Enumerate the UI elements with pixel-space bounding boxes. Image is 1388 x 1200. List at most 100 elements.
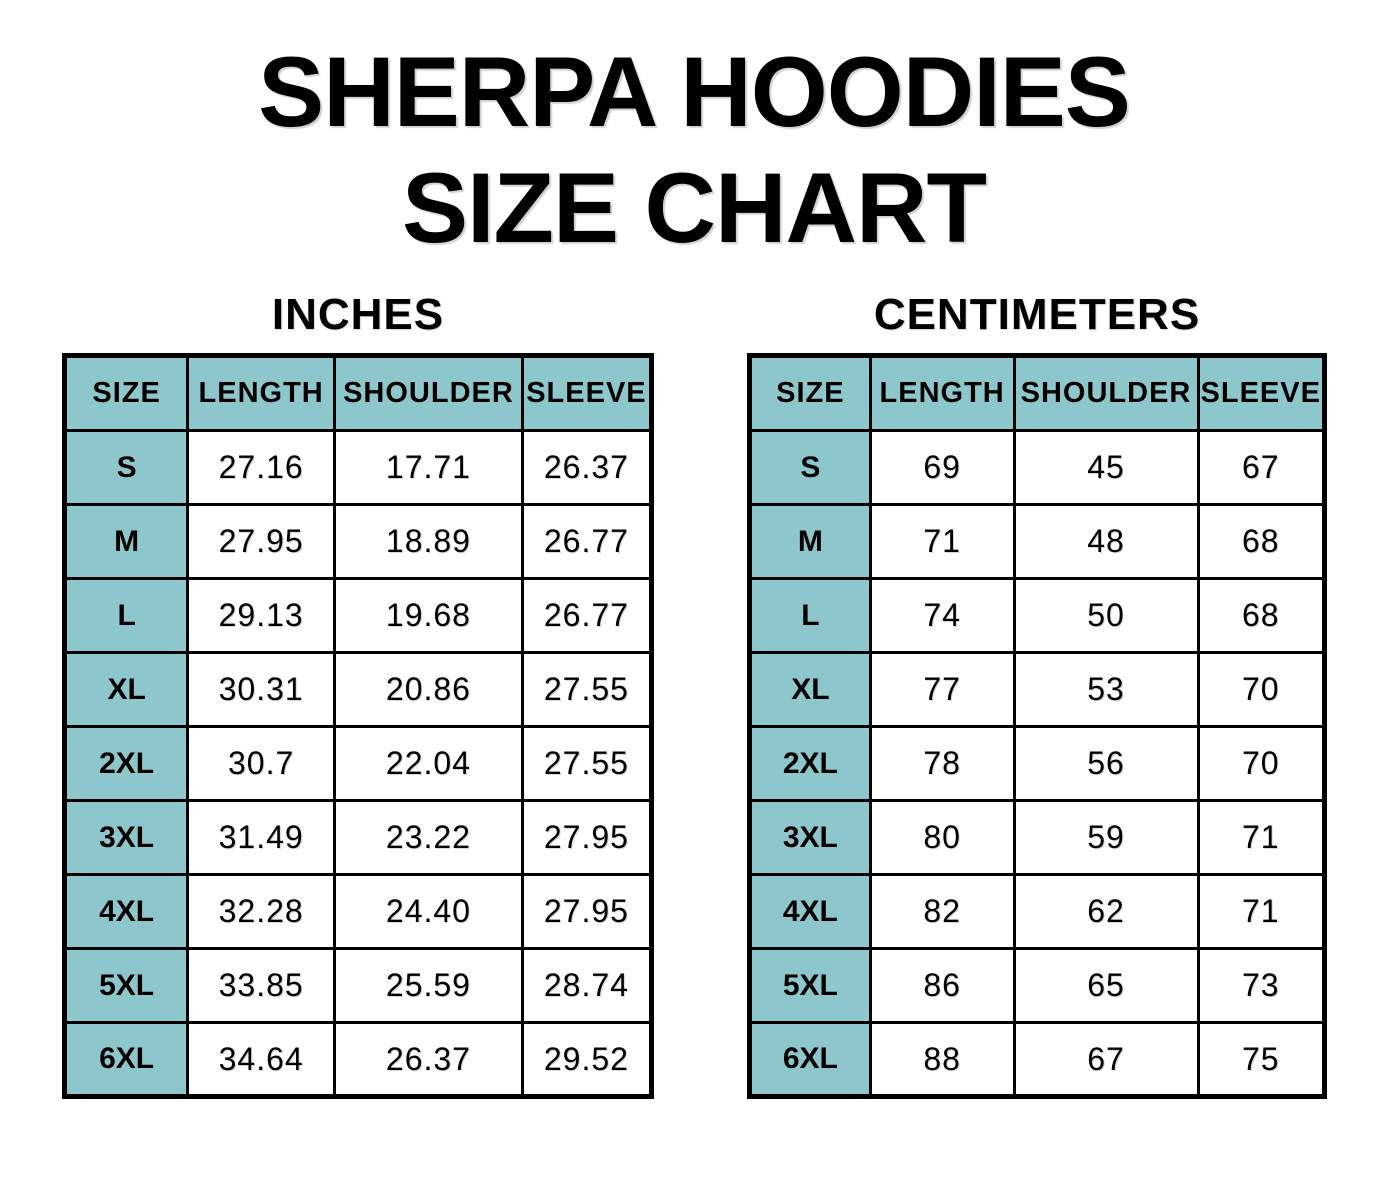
value-cell: 88 xyxy=(868,1021,1016,1098)
column-header-sleeve: SLEEVE xyxy=(520,354,654,432)
header-row: SIZE LENGTH SHOULDER SLEEVE xyxy=(62,354,654,432)
table-row: 6XL 34.64 26.37 29.52 xyxy=(62,1021,654,1098)
size-cell: S xyxy=(62,429,190,506)
value-cell: 62 xyxy=(1012,873,1200,950)
size-cell: 2XL xyxy=(62,725,190,802)
page-title-line2: SIZE CHART xyxy=(402,151,987,263)
value-cell: 27.16 xyxy=(186,429,337,506)
value-cell: 80 xyxy=(868,799,1016,876)
table-header-row: SIZE LENGTH SHOULDER SLEEVE xyxy=(62,354,654,432)
value-cell: 23.22 xyxy=(333,799,524,876)
value-cell: 68 xyxy=(1196,577,1326,654)
value-cell: 33.85 xyxy=(186,947,337,1024)
table-row: 4XL 82 62 71 xyxy=(748,873,1326,950)
centimeters-label: CENTIMETERS xyxy=(873,290,1201,339)
size-cell: 5XL xyxy=(62,947,190,1024)
column-header-shoulder: SHOULDER xyxy=(1012,354,1200,432)
column-header-sleeve: SLEEVE xyxy=(1196,354,1326,432)
size-cell: 3XL xyxy=(748,799,872,876)
size-cell: 5XL xyxy=(748,947,872,1024)
value-cell: 68 xyxy=(1196,503,1326,580)
value-cell: 30.7 xyxy=(186,725,337,802)
value-cell: 26.37 xyxy=(333,1021,524,1098)
size-cell: 6XL xyxy=(748,1021,872,1098)
size-cell: 4XL xyxy=(62,873,190,950)
value-cell: 20.86 xyxy=(333,651,524,728)
value-cell: 65 xyxy=(1012,947,1200,1024)
size-cell: L xyxy=(62,577,190,654)
value-cell: 71 xyxy=(1196,799,1326,876)
table-row: L 29.13 19.68 26.77 xyxy=(62,577,654,654)
size-cell: 4XL xyxy=(748,873,872,950)
value-cell: 70 xyxy=(1196,651,1326,728)
value-cell: 69 xyxy=(868,429,1016,506)
value-cell: 26.37 xyxy=(520,429,654,506)
page-title-line1: SHERPA HOODIES xyxy=(258,36,1131,147)
value-cell: 56 xyxy=(1012,725,1200,802)
size-cell: XL xyxy=(62,651,190,728)
size-cell: S xyxy=(748,429,872,506)
value-cell: 34.64 xyxy=(186,1021,337,1098)
value-cell: 75 xyxy=(1196,1021,1326,1098)
value-cell: 67 xyxy=(1196,429,1326,506)
value-cell: 32.28 xyxy=(186,873,337,950)
table-row: M 71 48 68 xyxy=(748,503,1326,580)
value-cell: 48 xyxy=(1012,503,1200,580)
value-cell: 22.04 xyxy=(333,725,524,802)
size-cell: M xyxy=(748,503,872,580)
value-cell: 27.95 xyxy=(520,799,654,876)
value-cell: 59 xyxy=(1012,799,1200,876)
centimeters-section: CENTIMETERS SIZE LENGTH SHOULDER SLEEVE S 69… xyxy=(747,290,1327,1099)
value-cell: 24.40 xyxy=(333,873,524,950)
value-cell: 74 xyxy=(868,577,1016,654)
value-cell: 73 xyxy=(1196,947,1326,1024)
value-cell: 29.52 xyxy=(520,1021,654,1098)
value-cell: 28.74 xyxy=(520,947,654,1024)
size-cell: 6XL xyxy=(62,1021,190,1098)
value-cell: 86 xyxy=(868,947,1016,1024)
table-row: 5XL 86 65 73 xyxy=(748,947,1326,1024)
table-header-row: SIZE LENGTH SHOULDER SLEEVE xyxy=(748,354,1326,432)
table-row: M 27.95 18.89 26.77 xyxy=(62,503,654,580)
value-cell: 25.59 xyxy=(333,947,524,1024)
table-row: L 74 50 68 xyxy=(748,577,1326,654)
value-cell: 77 xyxy=(868,651,1016,728)
size-cell: 2XL xyxy=(748,725,872,802)
value-cell: 70 xyxy=(1196,725,1326,802)
table-row: 2XL 30.7 22.04 27.55 xyxy=(62,725,654,802)
value-cell: 27.95 xyxy=(186,503,337,580)
value-cell: 82 xyxy=(868,873,1016,950)
value-cell: 19.68 xyxy=(333,577,524,654)
table-row: 5XL 33.85 25.59 28.74 xyxy=(62,947,654,1024)
centimeters-size-table: SIZE LENGTH SHOULDER SLEEVE S 69 45 67 M 71 48 68 L… xyxy=(747,353,1327,1099)
value-cell: 71 xyxy=(868,503,1016,580)
column-header-length: LENGTH xyxy=(186,354,337,432)
table-row: XL 77 53 70 xyxy=(748,651,1326,728)
column-header-size: SIZE xyxy=(62,354,190,432)
value-cell: 17.71 xyxy=(333,429,524,506)
value-cell: 31.49 xyxy=(186,799,337,876)
value-cell: 26.77 xyxy=(520,577,654,654)
table-row: 2XL 78 56 70 xyxy=(748,725,1326,802)
inches-section: INCHES SIZE LENGTH SHOULDER SLEEVE S 27.16 17… xyxy=(62,290,654,1099)
inches-label: INCHES xyxy=(271,290,445,339)
size-cell: 3XL xyxy=(62,799,190,876)
value-cell: 26.77 xyxy=(520,503,654,580)
value-cell: 27.95 xyxy=(520,873,654,950)
value-cell: 29.13 xyxy=(186,577,337,654)
column-header-shoulder: SHOULDER xyxy=(333,354,524,432)
table-row: S 69 45 67 xyxy=(748,429,1326,506)
table-row: 3XL 31.49 23.22 27.95 xyxy=(62,799,654,876)
size-cell: L xyxy=(748,577,872,654)
size-cell: M xyxy=(62,503,190,580)
header-row: SIZE LENGTH SHOULDER SLEEVE xyxy=(748,354,1326,432)
value-cell: 45 xyxy=(1012,429,1200,506)
column-header-size: SIZE xyxy=(748,354,872,432)
value-cell: 78 xyxy=(868,725,1016,802)
value-cell: 67 xyxy=(1012,1021,1200,1098)
page-title: SHERPA HOODIES SIZE CHART xyxy=(0,34,1388,266)
column-header-length: LENGTH xyxy=(868,354,1016,432)
table-row: S 27.16 17.71 26.37 xyxy=(62,429,654,506)
value-cell: 50 xyxy=(1012,577,1200,654)
